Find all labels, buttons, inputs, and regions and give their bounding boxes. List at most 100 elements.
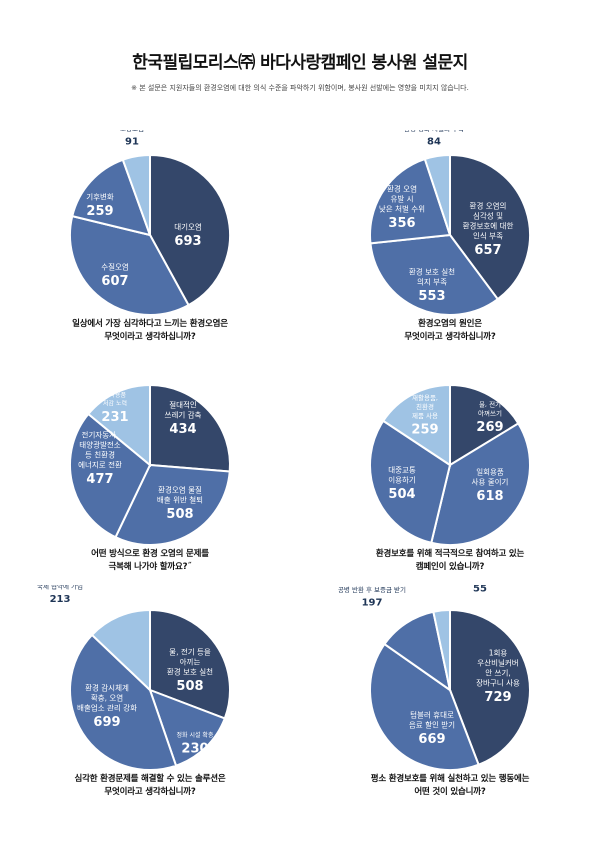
slice-label-text: 수질오염 bbox=[101, 263, 129, 272]
pie-chart-panel: 1회용 우산비닐커버 안 쓰기, 장바구니 사용 729 텀블러 휴대로 음료 할인 받기 6… bbox=[300, 585, 600, 840]
slice-label-text: 배출 위반 철퇴 bbox=[157, 495, 203, 505]
chart-question-line: 심각한 환경문제를 해결할 수 있는 솔루션은 bbox=[74, 774, 226, 784]
slice-label-text: 화학용품 bbox=[104, 391, 127, 399]
slice-label-text: 정화 시설 확충 bbox=[177, 731, 214, 739]
page-note: ※ 본 설문은 지원자들의 환경오염에 대한 의식 수준을 파악하기 위함이며,… bbox=[131, 84, 469, 92]
chart-question-line: 무엇이라고 생각하십니까? bbox=[104, 787, 196, 797]
slice-label-text: 절대적인 bbox=[169, 400, 197, 410]
slice-value: 197 bbox=[362, 598, 383, 609]
slice-label-text: 재활용품, bbox=[412, 393, 438, 402]
slice-label-text: 토양오염 bbox=[120, 130, 144, 133]
slice-value: 55 bbox=[473, 585, 487, 595]
pie-slice bbox=[71, 158, 152, 237]
chart-question-line: 캠페인이 있습니까? bbox=[415, 562, 485, 572]
pie-slice bbox=[369, 419, 452, 544]
slice-label-text: 제품 사용 bbox=[412, 411, 438, 420]
slice-label: 대기오염 693 bbox=[174, 223, 202, 250]
pie-chart-panel: 환경 오염의 심각성 및 환경보호에 대한 인식 부족 657 환경 보호 실천 의지 부족… bbox=[300, 130, 600, 385]
slice-value: 230 bbox=[181, 741, 208, 756]
chart-question-line: 일상에서 가장 심각하다고 느끼는 환경오염은 bbox=[72, 319, 228, 329]
slice-label-text: 아껴쓰기 bbox=[478, 409, 502, 418]
slice-label-text: 환경 오염 bbox=[387, 184, 417, 194]
slice-value: 508 bbox=[176, 679, 203, 694]
slice-value: 269 bbox=[476, 420, 503, 435]
chart-question-line: 극복해 나가야 할까요?˝ bbox=[108, 562, 192, 572]
pie-chart-panel: 대기오염 693 수질오염 607 기후변화 259 토양오염 91 일상에서 가장 심각하다고… bbox=[0, 130, 300, 385]
slice-label-text: 전기자동차, bbox=[82, 430, 119, 440]
slice-value: 259 bbox=[86, 204, 113, 219]
chart-question-line: 평소 환경보호를 위해 실천하고 있는 행동에는 bbox=[370, 774, 530, 784]
slice-label-text: 텀블러 휴대로 bbox=[410, 711, 454, 720]
slice-value: 213 bbox=[50, 594, 71, 605]
slice-label-text: 이용하기 bbox=[388, 475, 416, 485]
slice-label-text: 우산비닐커버 bbox=[477, 658, 518, 668]
slice-label-text: 에너지로 전환 bbox=[78, 460, 122, 470]
chart-question: 환경오염의 원인은 무엇이라고 생각하십니까? bbox=[300, 318, 600, 344]
slice-label-text: 물, 전기 bbox=[479, 400, 501, 409]
pie-slice bbox=[369, 233, 500, 316]
chart-question-line: 어떤 방식으로 환경 오염의 문제를 bbox=[91, 549, 209, 559]
slice-label-text: 친환경 bbox=[416, 402, 434, 411]
slice-label-text: 사용 줄이기 bbox=[472, 477, 509, 487]
slice-value: 693 bbox=[174, 234, 201, 249]
pie-slice bbox=[114, 463, 231, 546]
pie-chart-panel: 절대적인 쓰레기 감축 434 환경오염 물질 배출 위반 철퇴 508 전기자동차, 태양광… bbox=[0, 360, 300, 615]
page-title: 한국필립모리스㈜ 바다사랑캠페인 봉사원 설문지 bbox=[132, 53, 468, 73]
pie-slice bbox=[449, 383, 520, 467]
slice-label: 환경 정화 시설의 부족 84 bbox=[404, 130, 464, 148]
slice-label-text: 물, 전기 등을 bbox=[169, 647, 211, 657]
slice-label-text: 안 쓰기, bbox=[485, 668, 510, 678]
slice-label-text: 농약 및 bbox=[106, 382, 125, 390]
slice-label-text: 장바구니 사용 bbox=[476, 678, 520, 688]
pie-slice bbox=[69, 412, 152, 539]
pie-slice bbox=[149, 608, 231, 720]
pie-slice bbox=[383, 610, 452, 693]
pie-slice bbox=[369, 157, 452, 245]
slice-value: 657 bbox=[474, 243, 501, 258]
slice-label: 토양오염 91 bbox=[120, 130, 144, 148]
pie-slice bbox=[86, 383, 151, 468]
pie-slice bbox=[69, 214, 190, 316]
slice-label-text: 환경오염 물질 bbox=[158, 485, 202, 495]
slice-label-text: 일회용품 bbox=[476, 468, 504, 477]
pie-slice bbox=[381, 383, 451, 467]
pie-slice bbox=[449, 153, 531, 301]
slice-label: 수질오염 607 bbox=[101, 263, 129, 290]
slice-label-text: 배출업소 관리 강화 bbox=[77, 703, 137, 713]
pie-slice bbox=[149, 153, 231, 307]
chart-question: 평소 환경보호를 위해 실천하고 있는 행동에는 어떤 것이 있습니까? bbox=[300, 773, 600, 799]
slice-label-text: 심각성 및 bbox=[473, 211, 503, 221]
chart-question: 환경보호를 위해 적극적으로 참여하고 있는 캠페인이 있습니까? bbox=[300, 548, 600, 574]
slice-label-text: 대기오염 bbox=[174, 223, 202, 232]
slice-label: 차량2부제 참여55 bbox=[473, 585, 487, 595]
slice-value: 259 bbox=[411, 423, 438, 438]
slice-label-text: 대중교통 bbox=[388, 466, 416, 475]
slice-label-text: 의지 부족 bbox=[417, 277, 447, 287]
slice-value: 84 bbox=[427, 137, 441, 148]
slice-value: 729 bbox=[484, 690, 511, 705]
slice-value: 91 bbox=[125, 137, 139, 148]
slice-label-text: 기후변화 bbox=[86, 193, 114, 202]
chart-question-line: 무엇이라고 생각하십니까? bbox=[104, 332, 196, 342]
slice-label-text: 태양광발전소 bbox=[79, 440, 120, 450]
slice-label-text: 쓰레기 감축 bbox=[165, 410, 202, 420]
slice-label: 정화 시설 확충 230 bbox=[177, 731, 214, 757]
slice-label: 공병 반환 후 보증금 받기 197 bbox=[338, 585, 406, 609]
slice-value: 231 bbox=[101, 410, 128, 425]
